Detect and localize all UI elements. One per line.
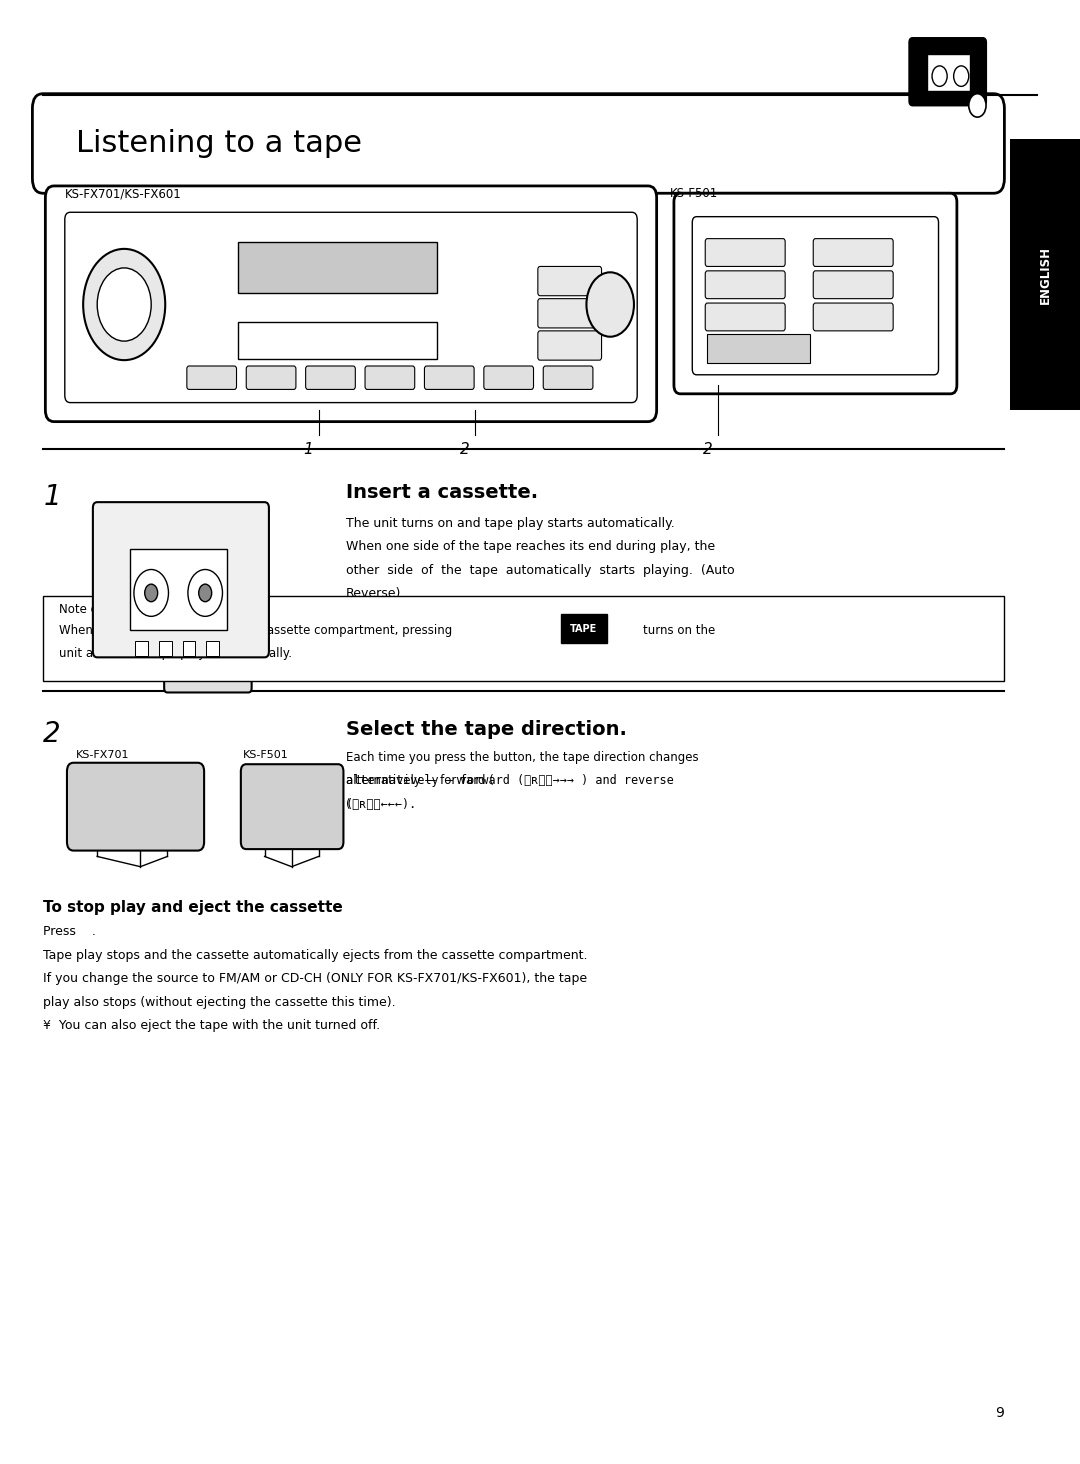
Text: 9: 9 — [996, 1405, 1004, 1420]
Text: If you change the source to FM/AM or CD-CH (ONLY FOR KS-FX701/KS-FX601), the tap: If you change the source to FM/AM or CD-… — [43, 972, 588, 985]
Circle shape — [199, 584, 212, 602]
Text: Press    .: Press . — [43, 925, 96, 938]
Bar — [238, 322, 437, 359]
FancyBboxPatch shape — [705, 239, 785, 266]
Text: 2: 2 — [43, 720, 60, 748]
Bar — [135, 641, 148, 656]
Text: When a cassette is already in the cassette compartment, pressing: When a cassette is already in the casset… — [59, 624, 453, 637]
FancyBboxPatch shape — [187, 366, 237, 389]
Text: TAPE: TAPE — [256, 798, 283, 807]
Text: TAPE: TAPE — [570, 624, 597, 634]
FancyBboxPatch shape — [67, 763, 204, 851]
Bar — [43, 596, 1004, 681]
Bar — [707, 334, 810, 363]
FancyBboxPatch shape — [241, 764, 343, 849]
Bar — [206, 641, 219, 656]
FancyBboxPatch shape — [674, 193, 957, 394]
FancyBboxPatch shape — [813, 303, 893, 331]
FancyBboxPatch shape — [164, 574, 252, 692]
Text: Tape play stops and the cassette automatically ejects from the cassette compartm: Tape play stops and the cassette automat… — [43, 949, 588, 962]
Circle shape — [83, 249, 165, 360]
FancyBboxPatch shape — [246, 366, 296, 389]
FancyBboxPatch shape — [705, 303, 785, 331]
Circle shape — [97, 268, 151, 341]
Text: KS-FX701: KS-FX701 — [76, 750, 130, 760]
Text: alternatively — forward (ᴀʀᴘᴇ→→→ ) and reverse: alternatively — forward (ᴀʀᴘᴇ→→→ ) and r… — [346, 774, 673, 788]
Text: The unit turns on and tape play starts automatically.: The unit turns on and tape play starts a… — [346, 517, 674, 530]
Text: ¥  You can also eject the tape with the unit turned off.: ¥ You can also eject the tape with the u… — [43, 1019, 380, 1032]
Text: Each time you press the button, the tape direction changes: Each time you press the button, the tape… — [346, 751, 699, 764]
FancyBboxPatch shape — [813, 239, 893, 266]
FancyBboxPatch shape — [365, 366, 415, 389]
Circle shape — [586, 272, 634, 337]
FancyBboxPatch shape — [93, 502, 269, 657]
Text: (: ( — [346, 798, 350, 811]
Text: play also stops (without ejecting the cassette this time).: play also stops (without ejecting the ca… — [43, 996, 396, 1009]
FancyBboxPatch shape — [813, 271, 893, 299]
Text: KS-FX701/KS-FX601: KS-FX701/KS-FX601 — [65, 187, 181, 201]
Text: KS-F501: KS-F501 — [243, 750, 288, 760]
Text: other  side  of  the  tape  automatically  starts  playing.  (Auto: other side of the tape automatically sta… — [346, 564, 734, 577]
FancyBboxPatch shape — [692, 217, 939, 375]
Text: When one side of the tape reaches its end during play, the: When one side of the tape reaches its en… — [346, 540, 715, 553]
FancyBboxPatch shape — [543, 366, 593, 389]
FancyBboxPatch shape — [65, 212, 637, 403]
Text: TAPE: TAPE — [570, 624, 597, 634]
Text: Note on One-Touch Operation:: Note on One-Touch Operation: — [59, 603, 238, 616]
Text: 1: 1 — [43, 483, 60, 511]
Text: unit and starts tape play automatically.: unit and starts tape play automatically. — [59, 647, 293, 660]
Text: 1: 1 — [302, 442, 313, 457]
FancyBboxPatch shape — [306, 366, 355, 389]
Text: 2: 2 — [459, 442, 470, 457]
Circle shape — [969, 94, 986, 117]
Text: Select the tape direction.: Select the tape direction. — [346, 720, 626, 739]
FancyBboxPatch shape — [424, 366, 474, 389]
Text: alternatively — forward (: alternatively — forward ( — [346, 774, 494, 788]
FancyBboxPatch shape — [538, 266, 602, 296]
Circle shape — [954, 66, 969, 86]
Bar — [238, 242, 437, 293]
FancyBboxPatch shape — [705, 271, 785, 299]
Text: ENGLISH: ENGLISH — [1038, 246, 1052, 303]
Text: To stop play and eject the cassette: To stop play and eject the cassette — [43, 900, 343, 915]
Text: TAPE: TAPE — [89, 798, 118, 807]
Bar — [1010, 139, 1080, 410]
Circle shape — [188, 569, 222, 616]
FancyBboxPatch shape — [484, 366, 534, 389]
Text: Listening to a tape: Listening to a tape — [76, 129, 362, 158]
Text: KS-F501: KS-F501 — [670, 187, 718, 201]
Bar — [183, 641, 195, 656]
Circle shape — [932, 66, 947, 86]
Bar — [159, 641, 172, 656]
Text: KS-FX601: KS-FX601 — [76, 770, 129, 780]
FancyBboxPatch shape — [538, 331, 602, 360]
Bar — [927, 54, 970, 91]
Text: (ᴀʀᴘᴇ←←←).: (ᴀʀᴘᴇ←←←). — [346, 798, 417, 811]
FancyBboxPatch shape — [909, 38, 986, 105]
Text: Insert a cassette.: Insert a cassette. — [346, 483, 538, 502]
Text: turns on the: turns on the — [643, 624, 715, 637]
Text: 2: 2 — [702, 442, 713, 457]
Bar — [130, 549, 227, 630]
Circle shape — [134, 569, 168, 616]
Circle shape — [145, 584, 158, 602]
FancyBboxPatch shape — [32, 94, 1004, 193]
FancyBboxPatch shape — [45, 186, 657, 422]
FancyBboxPatch shape — [538, 299, 602, 328]
Text: Reverse): Reverse) — [346, 587, 401, 600]
